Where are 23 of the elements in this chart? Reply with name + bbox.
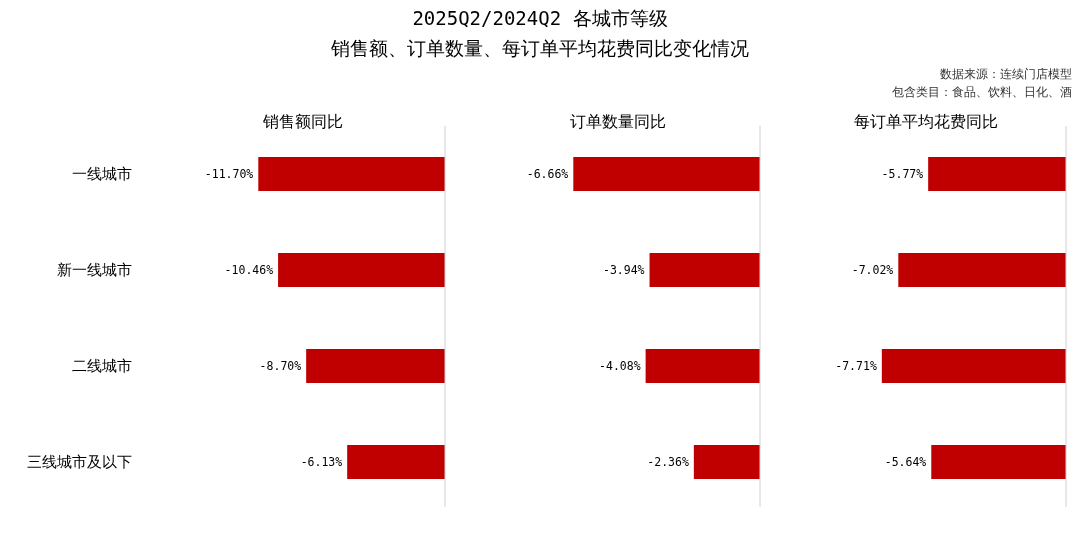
y-tick-label: 二线城市 xyxy=(72,357,132,375)
data-label: -7.02% xyxy=(851,263,894,277)
source-note: 数据来源：连续门店模型 xyxy=(940,67,1072,81)
chart-title: 每订单平均花费同比 xyxy=(853,112,998,131)
data-label: -5.64% xyxy=(884,455,927,469)
data-label: -11.70% xyxy=(204,167,254,181)
y-tick-label: 三线城市及以下 xyxy=(27,453,132,471)
data-label: -7.71% xyxy=(835,359,877,373)
data-label: -6.13% xyxy=(300,455,343,469)
data-label: -2.36% xyxy=(647,455,689,469)
y-tick-label: 一线城市 xyxy=(72,165,132,183)
text: 销售额、订单数量、每订单平均花费同比变化情况 xyxy=(330,37,749,59)
chart-title: 销售额同比 xyxy=(261,112,343,131)
y-tick-label: 新一线城市 xyxy=(57,261,132,279)
data-label: -5.77% xyxy=(881,167,924,181)
data-label: -10.46% xyxy=(224,263,274,277)
data-label: -8.70% xyxy=(259,359,302,373)
chart-title: 订单数量同比 xyxy=(569,112,666,131)
data-label: -4.08% xyxy=(599,359,641,373)
text: 包含类目：食品、饮料、日化、酒 xyxy=(892,85,1072,99)
data-label: -6.66% xyxy=(526,167,569,181)
data-label: -3.94% xyxy=(603,263,645,277)
text: 2025Q2/2024Q2 各城市等级 xyxy=(412,7,668,29)
